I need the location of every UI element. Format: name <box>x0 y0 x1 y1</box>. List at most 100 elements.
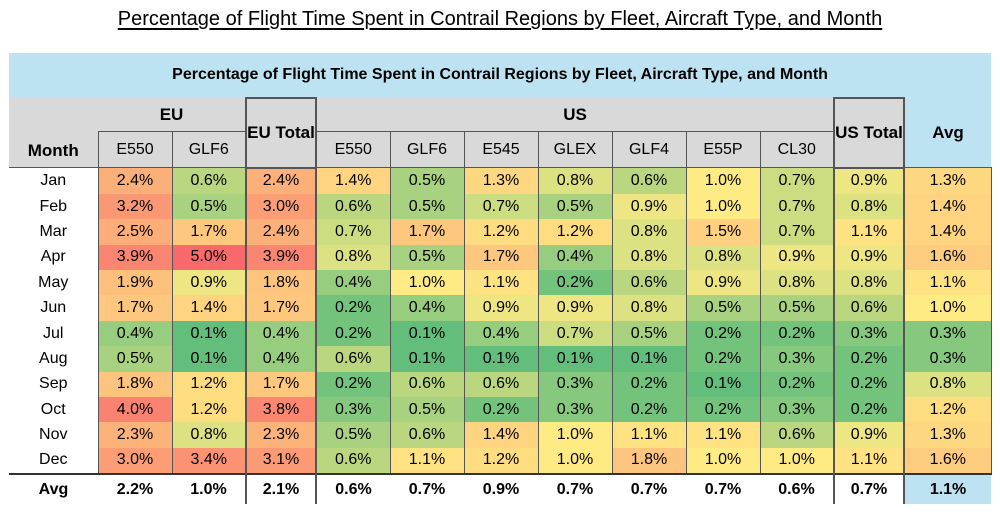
us-value-cell: 0.1% <box>685 371 761 398</box>
us-value-cell: 0.9% <box>759 244 835 271</box>
eu-value-cell: 2.4% <box>97 166 173 194</box>
us-value-cell: 0.3% <box>537 371 613 398</box>
us-value-cell: 1.2% <box>463 447 539 475</box>
us-total-cell: 0.2% <box>833 346 905 372</box>
us-value-cell: 0.9% <box>537 295 613 321</box>
eu-total-cell: 3.1% <box>245 447 317 475</box>
eu-group-header: EU <box>98 98 246 132</box>
eu-value-cell: 3.2% <box>97 193 173 220</box>
us-value-cell: 0.2% <box>315 371 391 398</box>
us-value-cell: 0.3% <box>759 346 835 372</box>
us-total-cell: 0.9% <box>833 422 905 448</box>
us-value-cell: 0.1% <box>389 346 465 372</box>
us-value-cell: 0.5% <box>537 193 613 220</box>
month-label: Jul <box>9 320 98 347</box>
avg-row-eu-cell: 1.0% <box>172 473 246 505</box>
us-type-header: E55P <box>685 131 761 168</box>
us-value-cell: 1.0% <box>389 270 465 296</box>
us-value-cell: 0.5% <box>315 422 391 448</box>
us-value-cell: 1.3% <box>463 166 539 194</box>
us-value-cell: 0.8% <box>685 244 761 271</box>
avg-row-us-cell: 0.9% <box>464 473 538 505</box>
eu-value-cell: 0.4% <box>97 320 173 347</box>
avg-row: Avg 2.2% 1.0% 2.1% 0.6% 0.7% 0.9% 0.7% 0.7% 0.7% 0… <box>9 473 992 505</box>
us-value-cell: 0.2% <box>611 397 687 423</box>
us-total-cell: 1.1% <box>833 219 905 245</box>
us-value-cell: 1.2% <box>463 219 539 245</box>
us-value-cell: 0.1% <box>611 346 687 372</box>
eu-type-header: GLF6 <box>171 131 247 168</box>
table-row: Jun 1.7% 1.4% 1.7% 0.2% 0.4% 0.9% 0.9% 0.8% 0.5% 0… <box>9 295 992 321</box>
us-value-cell: 1.7% <box>463 244 539 271</box>
eu-total-cell: 0.4% <box>245 320 317 347</box>
month-label: Sep <box>9 371 98 398</box>
us-total-cell: 0.6% <box>833 295 905 321</box>
table-row: Aug 0.5% 0.1% 0.4% 0.6% 0.1% 0.1% 0.1% 0.1% 0.2% 0… <box>9 346 992 372</box>
avg-value-cell: 1.1% <box>903 270 992 296</box>
us-total-cell: 0.2% <box>833 371 905 398</box>
us-value-cell: 0.7% <box>315 219 391 245</box>
eu-value-cell: 3.9% <box>97 244 173 271</box>
us-total-cell: 0.8% <box>833 270 905 296</box>
us-total-cell: 0.9% <box>833 166 905 194</box>
eu-value-cell: 3.4% <box>171 447 247 475</box>
us-total-cell: 0.8% <box>833 193 905 220</box>
us-value-cell: 0.6% <box>389 371 465 398</box>
eu-value-cell: 3.0% <box>97 447 173 475</box>
eu-value-cell: 0.5% <box>171 193 247 220</box>
us-value-cell: 0.6% <box>611 166 687 194</box>
us-type-header: GLF6 <box>389 131 465 168</box>
us-total-cell: 0.9% <box>833 244 905 271</box>
us-value-cell: 0.8% <box>759 270 835 296</box>
eu-total-cell: 2.4% <box>245 166 317 194</box>
us-value-cell: 0.6% <box>315 193 391 220</box>
us-value-cell: 0.5% <box>389 166 465 194</box>
us-value-cell: 0.8% <box>315 244 391 271</box>
us-value-cell: 0.1% <box>389 320 465 347</box>
table-row: Nov 2.3% 0.8% 2.3% 0.5% 0.6% 1.4% 1.0% 1.1% 1.1% 0… <box>9 422 992 448</box>
avg-row-us-cell: 0.7% <box>612 473 686 505</box>
us-value-cell: 0.1% <box>537 346 613 372</box>
eu-value-cell: 4.0% <box>97 397 173 423</box>
us-value-cell: 0.1% <box>463 346 539 372</box>
heatmap-table: Percentage of Flight Time Spent in Contr… <box>9 53 992 505</box>
us-value-cell: 0.2% <box>685 346 761 372</box>
us-value-cell: 0.2% <box>315 295 391 321</box>
table-row: Feb 3.2% 0.5% 3.0% 0.6% 0.5% 0.7% 0.5% 0.9% 1.0% 0… <box>9 193 992 220</box>
avg-value-cell: 1.4% <box>903 193 992 220</box>
page-title: Percentage of Flight Time Spent in Contr… <box>117 8 883 30</box>
us-total-cell: 0.2% <box>833 397 905 423</box>
month-label: Nov <box>9 422 98 448</box>
eu-value-cell: 2.3% <box>97 422 173 448</box>
us-value-cell: 0.4% <box>463 320 539 347</box>
us-value-cell: 1.8% <box>611 447 687 475</box>
eu-value-cell: 2.5% <box>97 219 173 245</box>
us-value-cell: 1.1% <box>463 270 539 296</box>
eu-value-cell: 0.1% <box>171 346 247 372</box>
us-value-cell: 1.0% <box>537 422 613 448</box>
us-value-cell: 0.8% <box>611 295 687 321</box>
us-value-cell: 1.0% <box>537 447 613 475</box>
avg-row-eu-total-cell: 2.1% <box>245 473 317 505</box>
us-total-cell: 0.3% <box>833 320 905 347</box>
us-value-cell: 1.0% <box>685 447 761 475</box>
avg-value-cell: 1.3% <box>903 166 992 194</box>
eu-total-cell: 3.9% <box>245 244 317 271</box>
eu-total-cell: 0.4% <box>245 346 317 372</box>
us-value-cell: 0.7% <box>759 193 835 220</box>
us-value-cell: 0.2% <box>759 371 835 398</box>
month-label: Mar <box>9 219 98 245</box>
month-label: Jan <box>9 166 98 194</box>
month-label: Jun <box>9 295 98 321</box>
avg-value-cell: 1.3% <box>903 422 992 448</box>
us-type-header: CL30 <box>759 131 835 168</box>
eu-total-cell: 1.7% <box>245 371 317 398</box>
avg-row-us-cell: 0.6% <box>316 473 390 505</box>
us-value-cell: 0.2% <box>685 397 761 423</box>
eu-value-cell: 0.1% <box>171 320 247 347</box>
eu-value-cell: 1.4% <box>171 295 247 321</box>
avg-value-cell: 1.6% <box>903 447 992 475</box>
month-label: Oct <box>9 397 98 423</box>
us-value-cell: 0.2% <box>463 397 539 423</box>
avg-row-us-cell: 0.6% <box>760 473 834 505</box>
